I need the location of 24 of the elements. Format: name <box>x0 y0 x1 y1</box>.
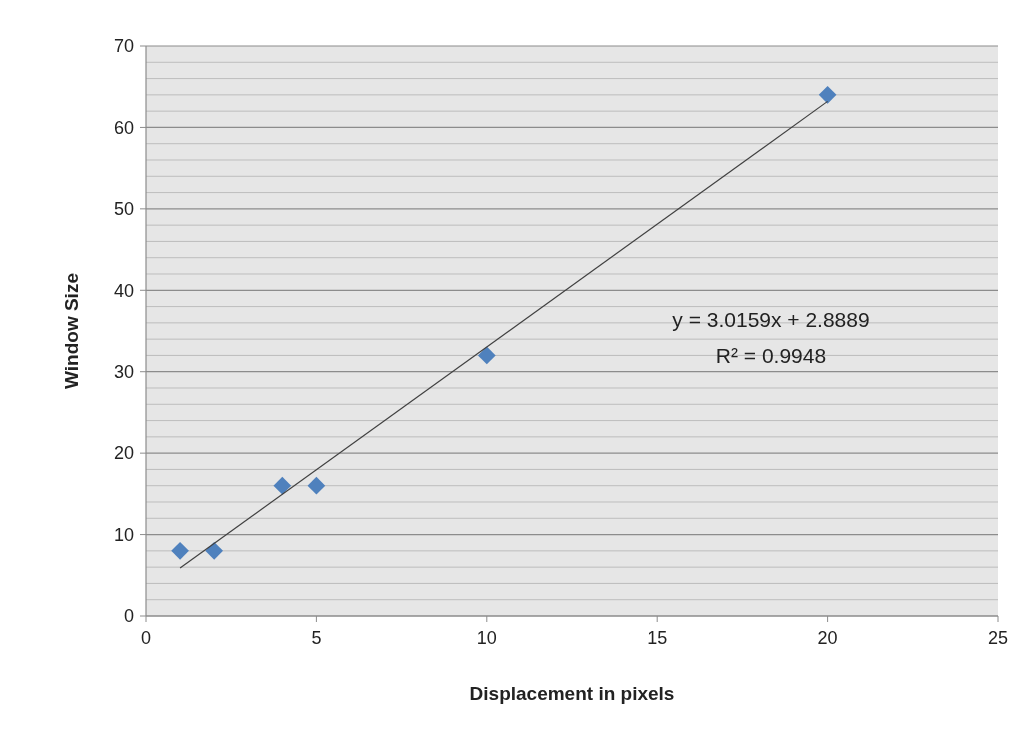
point <box>205 542 224 560</box>
y-tick-label: 10 <box>113 524 134 545</box>
annotation: y = 3.0159x + 2.8889 <box>672 308 870 331</box>
x-tick-label: 15 <box>647 628 668 648</box>
y-tick-label: 30 <box>113 362 134 383</box>
x-tick-label: 5 <box>311 628 322 648</box>
x-tick-label: 0 <box>140 628 152 648</box>
point <box>307 476 326 495</box>
y-axis-title: Window Size <box>61 273 82 389</box>
x-tick-label: 25 <box>987 628 1009 648</box>
y-tick-label: 60 <box>113 117 134 138</box>
y-tick-label: 70 <box>113 36 134 57</box>
x-tick-label: 10 <box>476 628 497 648</box>
point <box>273 476 292 495</box>
y-tick-label: 40 <box>113 280 134 301</box>
y-tick-label: 50 <box>113 199 134 220</box>
point <box>818 86 837 104</box>
y-tick-label: 20 <box>113 443 134 464</box>
x-tick-label: 20 <box>817 628 838 648</box>
annotation: R² = 0.9948 <box>715 344 827 367</box>
point <box>171 542 189 560</box>
point <box>477 346 496 365</box>
x-axis-title: Displacement in pixels <box>469 683 675 704</box>
y-tick-label: 0 <box>123 606 134 627</box>
